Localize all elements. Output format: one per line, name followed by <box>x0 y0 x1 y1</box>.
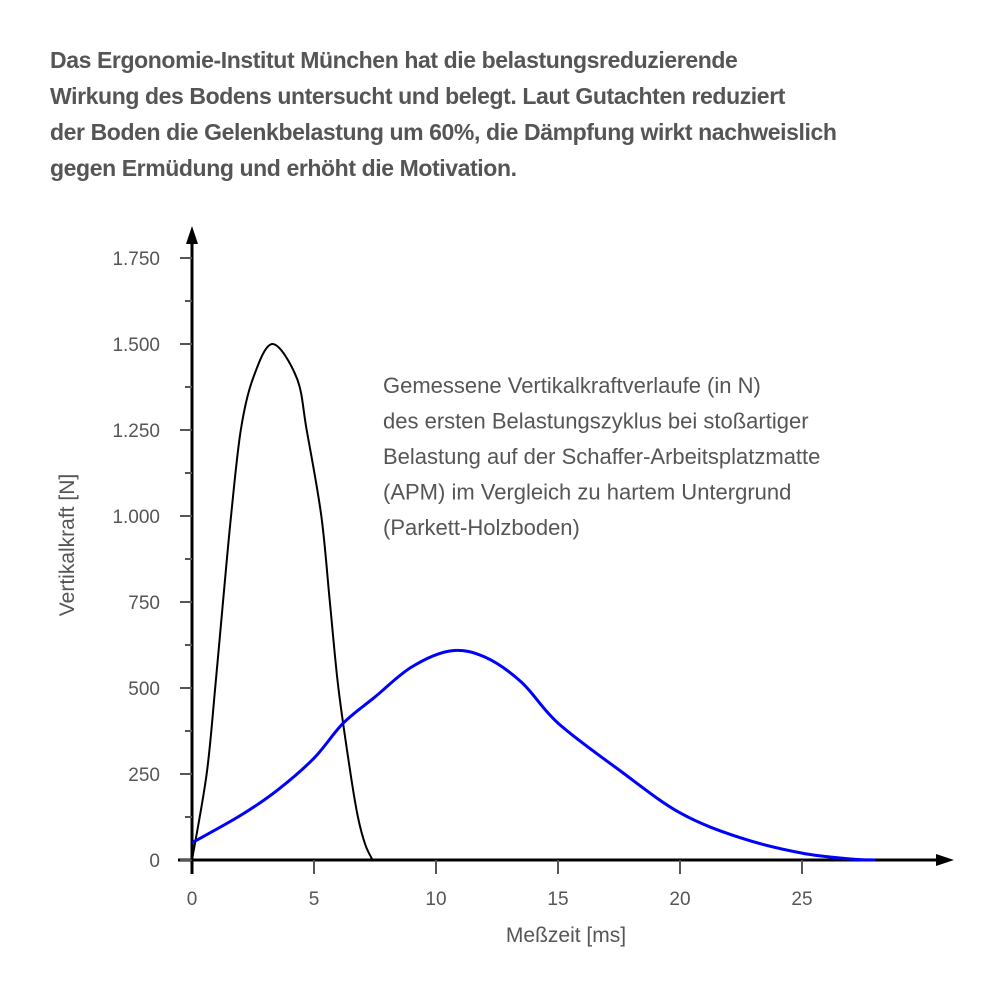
x-tick-label: 25 <box>791 889 812 910</box>
x-axis-title: Meßzeit [ms] <box>506 924 626 947</box>
annotation-line: (APM) im Vergleich zu hartem Untergrund <box>383 480 791 505</box>
y-axis-title: Vertikalkraft [N] <box>56 474 79 616</box>
x-axis-arrow <box>936 854 954 866</box>
x-tick-label: 15 <box>547 889 568 910</box>
intro-text: Das Ergonomie-Institut München hat die b… <box>50 42 990 186</box>
intro-line: Wirkung des Bodens untersucht und belegt… <box>50 83 786 109</box>
mat-curve <box>191 648 876 862</box>
y-tick-label: 0 <box>149 851 160 872</box>
y-tick-label: 1.000 <box>112 507 160 528</box>
y-tick-label: 1.750 <box>112 249 160 270</box>
y-tick-label: 1.500 <box>112 335 160 356</box>
annotation-line: des ersten Belastungszyklus bei stoßarti… <box>383 409 809 434</box>
curves <box>191 343 876 862</box>
annotation-line: (Parkett-Holzboden) <box>383 515 580 540</box>
annotation-line: Gemessene Vertikalkraftverlaufe (in N) <box>383 373 761 398</box>
annotation-line: Belastung auf der Schaffer-Arbeitsplatzm… <box>383 444 820 469</box>
y-tick-label: 500 <box>128 679 160 700</box>
y-tick-label: 1.250 <box>112 421 160 442</box>
x-tick-label: 20 <box>669 889 690 910</box>
intro-line: der Boden die Gelenkbelastung um 60%, di… <box>50 119 837 145</box>
x-tick-label: 0 <box>187 889 198 910</box>
x-tick-label: 5 <box>309 889 320 910</box>
annotation: Gemessene Vertikalkraftverlaufe (in N) d… <box>383 373 820 540</box>
y-axis-arrow <box>186 226 198 244</box>
intro-line: gegen Ermüdung und erhöht die Motivation… <box>50 155 517 181</box>
y-tick-label: 250 <box>128 765 160 786</box>
x-tick-label: 10 <box>425 889 446 910</box>
hard-floor-curve <box>191 343 374 861</box>
y-tick-label: 750 <box>128 593 160 614</box>
intro-line: Das Ergonomie-Institut München hat die b… <box>50 47 738 73</box>
axes: 0 250 500 750 1.000 1.250 1.500 1.750 0 5 10 15 20 25 <box>112 226 954 910</box>
